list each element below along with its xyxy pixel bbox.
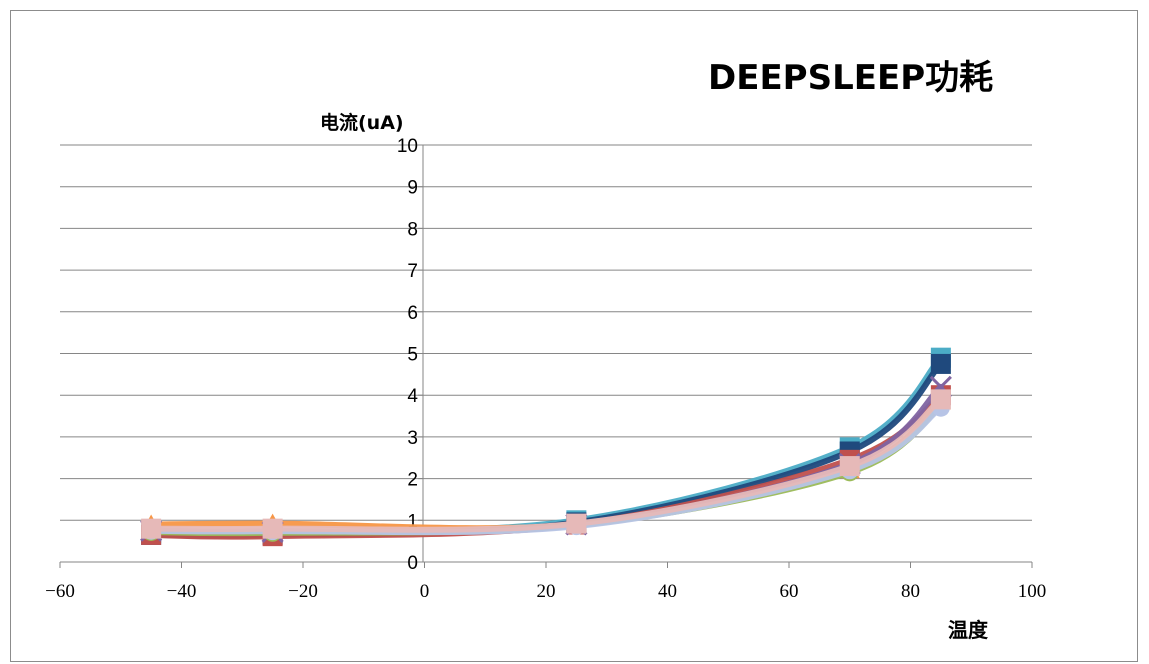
y-tick-labels: 0 1 2 3 4 5 6 7 8 9 10: [397, 136, 419, 574]
x-tick-label: 0: [420, 581, 430, 602]
data-point: [262, 518, 283, 539]
x-tick-label: 100: [1018, 581, 1047, 602]
y-tick-label: 6: [407, 303, 418, 324]
data-series: [140, 347, 952, 547]
series-1: [141, 347, 951, 543]
y-tick-label: 3: [407, 428, 418, 449]
y-axis-title: 电流(uA): [320, 112, 404, 134]
y-tick-label: 0: [407, 553, 418, 574]
y-tick-label: 5: [407, 345, 418, 366]
x-tick-label: −20: [288, 581, 318, 602]
series-line: [148, 392, 944, 540]
y-tick-label: 1: [407, 511, 418, 532]
gridlines: [60, 144, 1032, 521]
x-tick-label: −40: [167, 581, 197, 602]
data-point: [566, 513, 587, 534]
y-tick-label: 10: [397, 136, 418, 157]
y-tick-label: 2: [407, 470, 418, 491]
y-tick-label: 8: [407, 219, 418, 240]
series-8: [141, 389, 951, 539]
x-axis-title: 温度: [948, 618, 988, 642]
chart-title: DEEPSLEEP功耗: [708, 58, 994, 98]
x-tick-label: −60: [45, 581, 75, 602]
data-point: [839, 456, 860, 477]
x-tick-label: 40: [658, 581, 677, 602]
y-tick-label: 7: [407, 261, 418, 282]
axes: [59, 144, 1033, 568]
x-tick-label: 60: [780, 581, 799, 602]
data-point: [930, 389, 951, 410]
series-line: [148, 354, 944, 537]
x-tick-label: 80: [901, 581, 920, 602]
x-tick-labels: −60 −40 −20 0 20 40 60 80 100: [45, 581, 1046, 602]
chart-frame: [10, 10, 1138, 662]
y-tick-label: 9: [407, 178, 418, 199]
series-2: [141, 353, 951, 545]
x-tick-label: 20: [537, 581, 556, 602]
data-point: [141, 518, 162, 539]
series-line: [148, 360, 944, 539]
data-point: [930, 353, 951, 374]
y-tick-label: 4: [407, 386, 418, 407]
